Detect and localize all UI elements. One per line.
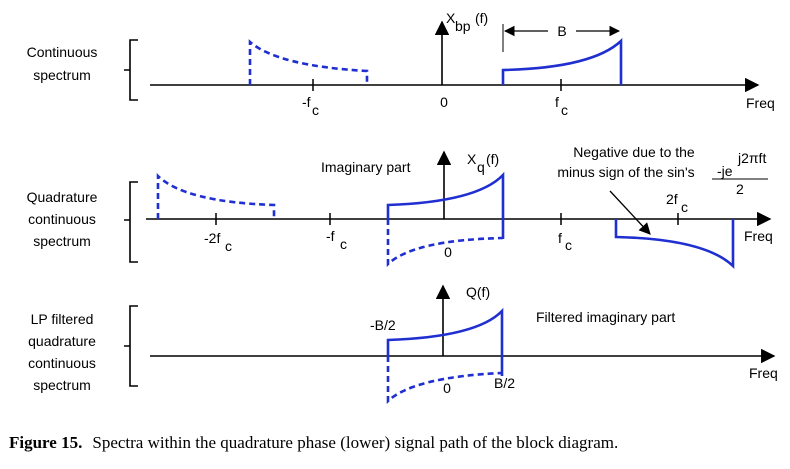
row1-ylabel-main: X bbox=[446, 10, 456, 26]
row3-label-line2: quadrature bbox=[28, 333, 96, 349]
row3-xlabel: Freq bbox=[749, 365, 778, 381]
row3-plot: Q(f) -B/2 Filtered imaginary part 0 B/2 … bbox=[150, 284, 778, 404]
row2-baseband-positive bbox=[386, 171, 505, 239]
row2-ylabel: X bbox=[467, 151, 477, 167]
row2-frac-den: 2 bbox=[736, 181, 744, 197]
row3-label: LP filtered quadrature continuous spectr… bbox=[28, 311, 96, 393]
row1-positive-spectrum bbox=[501, 38, 623, 85]
row2-tick-zero-label: 0 bbox=[444, 244, 452, 260]
figure-caption: Figure 15. Spectra within the quadrature… bbox=[9, 433, 618, 452]
row3-bracket bbox=[124, 305, 138, 387]
row2-tick-negfc-label: -f bbox=[326, 228, 335, 244]
row1-tick-zero-label: 0 bbox=[440, 94, 448, 110]
row2-label: Quadrature continuous spectrum bbox=[27, 189, 98, 249]
row3-baseband-positive bbox=[386, 307, 504, 376]
row2-tick-fc-label: f bbox=[558, 230, 562, 246]
row1-tick-fc-label: f bbox=[555, 94, 559, 110]
row2-fraction: -je j2πft 2 bbox=[712, 150, 768, 197]
caption-text: Spectra within the quadrature phase (low… bbox=[92, 433, 618, 452]
row2-plot: Imaginary part X q (f) Negative due to t… bbox=[146, 144, 773, 270]
row1-bandwidth-label: B bbox=[557, 23, 566, 39]
row2-bracket bbox=[124, 181, 138, 263]
row2-tick-negfc-sub: c bbox=[340, 236, 347, 252]
row3-label-line1: LP filtered bbox=[31, 311, 94, 327]
row2-tick-neg2fc-sub: c bbox=[225, 238, 232, 254]
row2-label-line2: continuous bbox=[28, 211, 96, 227]
row1-label-line2: spectrum bbox=[33, 67, 91, 83]
row2-note-line1: Negative due to the bbox=[573, 144, 695, 160]
row2-ylabel-sub: q bbox=[477, 159, 485, 175]
row2-band-2fc bbox=[614, 219, 735, 270]
row2-label-line1: Quadrature bbox=[27, 189, 98, 205]
row1-label: Continuous spectrum bbox=[27, 44, 98, 83]
row2-frac-sup: j2πft bbox=[737, 150, 766, 166]
row2-tick-2fc-sub: c bbox=[681, 199, 688, 215]
row3-label-B2: B/2 bbox=[494, 375, 515, 391]
row3-baseband-negative bbox=[386, 356, 503, 404]
row2-baseband-negative bbox=[386, 219, 504, 267]
row2-band-neg2fc bbox=[156, 172, 276, 219]
row1-plot: X bp (f) B -f c 0 f c Freq bbox=[150, 10, 775, 118]
row1-tick-neg-fc-sub: c bbox=[312, 102, 319, 118]
row1-tick-fc-sub: c bbox=[561, 102, 568, 118]
row1-ylabel: X bbox=[446, 10, 456, 26]
row2-frac-num: -je bbox=[717, 163, 733, 179]
row1-bracket bbox=[124, 39, 138, 101]
row3-label-line3: continuous bbox=[28, 355, 96, 371]
row2-tick-neg2fc-label: -2f bbox=[204, 230, 220, 246]
row1-tick-neg-fc-label: -f bbox=[302, 94, 311, 110]
row1-xlabel: Freq bbox=[746, 95, 775, 111]
row3-tick-zero-label: 0 bbox=[443, 380, 451, 396]
row2-note-arrow bbox=[609, 190, 651, 235]
row1-label-line1: Continuous bbox=[27, 44, 98, 60]
row1-ylabel-arg: (f) bbox=[475, 10, 488, 26]
row1-ylabel-sub: bp bbox=[455, 18, 471, 34]
row2-tick-2fc-label: 2f bbox=[666, 191, 678, 207]
row2-xlabel: Freq bbox=[744, 228, 773, 244]
row3-label-line4: spectrum bbox=[33, 377, 91, 393]
caption-label: Figure 15. bbox=[9, 433, 82, 452]
row2-tick-fc-sub: c bbox=[565, 237, 572, 253]
row2-ylabel-arg: (f) bbox=[486, 151, 499, 167]
row2-note-line2: minus sign of the sin's bbox=[557, 164, 694, 180]
row3-label-negB2: -B/2 bbox=[370, 317, 396, 333]
row1-negative-spectrum bbox=[248, 39, 369, 85]
row3-ylabel: Q(f) bbox=[466, 284, 490, 300]
row3-label-filtered: Filtered imaginary part bbox=[536, 309, 675, 325]
row2-annotation-imag: Imaginary part bbox=[321, 159, 411, 175]
row2-label-line3: spectrum bbox=[33, 233, 91, 249]
